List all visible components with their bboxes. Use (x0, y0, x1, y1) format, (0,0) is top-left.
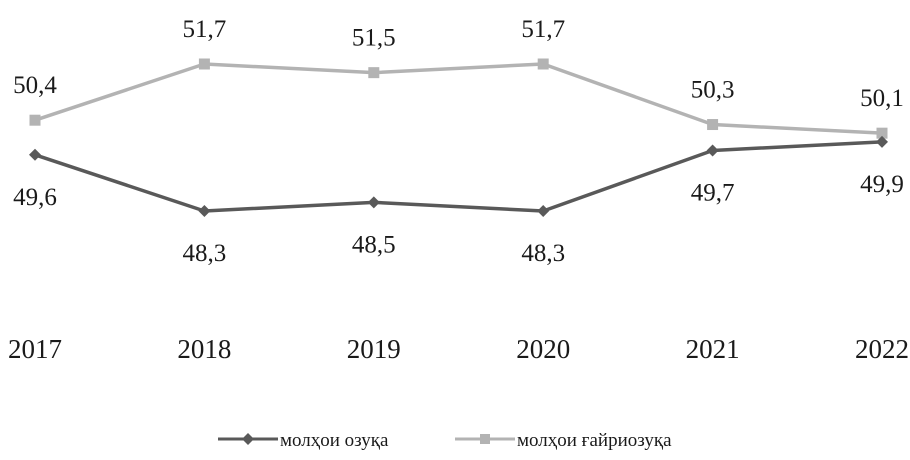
data-label: 49,6 (13, 184, 57, 211)
legend-marker (242, 433, 254, 445)
legend-marker (480, 434, 490, 444)
data-label: 48,5 (352, 231, 396, 258)
data-point-nonfood (29, 114, 41, 126)
data-point-food (876, 135, 888, 148)
x-tick-label: 2018 (177, 334, 231, 364)
data-label: 49,9 (860, 171, 904, 198)
data-label: 51,7 (183, 16, 227, 43)
data-point-nonfood (707, 119, 719, 131)
data-label: 48,3 (521, 240, 565, 267)
data-point-food (537, 205, 550, 217)
data-point-nonfood (876, 127, 888, 139)
data-label: 48,3 (183, 240, 227, 267)
data-label: 50,4 (13, 72, 57, 99)
data-label: 51,5 (352, 25, 396, 52)
series-line-food (34, 140, 883, 213)
data-point-food (706, 144, 719, 157)
data-point-nonfood (537, 58, 549, 70)
x-tick-label: 2017 (8, 334, 62, 364)
data-label: 50,3 (691, 77, 735, 104)
series-line-nonfood (34, 62, 883, 135)
data-point-nonfood (368, 67, 380, 79)
x-tick-label: 2022 (855, 334, 909, 364)
x-tick-label: 2021 (686, 334, 740, 364)
data-point-food (198, 205, 211, 217)
x-tick-label: 2019 (347, 334, 401, 364)
x-tick-label: 2020 (516, 334, 570, 364)
data-label: 51,7 (521, 16, 565, 43)
legend-label: молҳои ғайриозуқа (517, 430, 672, 451)
data-point-food (367, 196, 380, 209)
data-point-nonfood (198, 58, 210, 70)
data-label: 49,7 (691, 179, 735, 206)
data-point-food (29, 148, 41, 161)
data-label: 50,1 (860, 85, 904, 112)
legend-label: молҳои озуқа (280, 430, 389, 451)
